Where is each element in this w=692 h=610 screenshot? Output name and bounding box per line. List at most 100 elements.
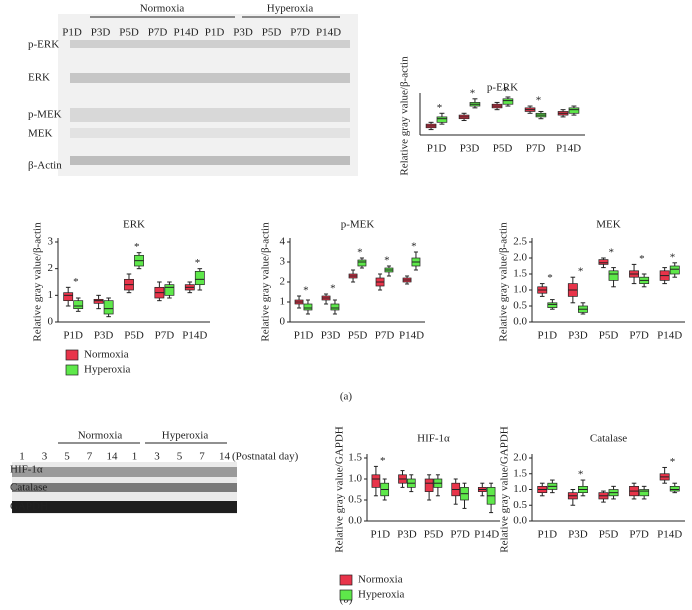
lane-label: 5 — [64, 451, 70, 463]
y-tick-label: 4 — [280, 236, 286, 248]
chart-title: ERK — [123, 219, 145, 231]
group-label: Normoxia — [140, 3, 185, 15]
box — [194, 270, 205, 286]
y-tick-label: 0 — [48, 316, 54, 328]
y-tick-label: 3 — [280, 256, 286, 268]
significance-mark: * — [670, 456, 676, 468]
legend-label: Normoxia — [84, 349, 129, 361]
significance-mark: * — [578, 266, 584, 278]
x-tick-label: P14D — [399, 330, 424, 342]
x-tick-label: P7D — [155, 330, 175, 342]
x-tick-label: P7D — [629, 330, 649, 342]
x-tick-label: P14D — [556, 143, 581, 155]
significance-mark: * — [578, 469, 584, 481]
chart-title: p-MEK — [341, 219, 375, 231]
box — [371, 474, 381, 488]
x-tick-label: P3D — [568, 330, 588, 342]
box — [568, 107, 580, 114]
legend-swatch — [339, 589, 353, 601]
row-label: HIF-1α — [10, 464, 43, 476]
y-tick-label: 1.5 — [513, 268, 527, 280]
legend-swatch — [65, 364, 79, 376]
y-tick-label: 1.0 — [513, 483, 527, 495]
box — [669, 265, 680, 275]
y-axis-label: Relative gray value/β-actin — [260, 222, 272, 342]
y-tick-label: 3 — [48, 236, 54, 248]
lane-label: P3D — [233, 27, 253, 39]
x-tick-label: P3D — [568, 529, 588, 541]
x-tick-label: P3D — [321, 330, 341, 342]
legend-label: Hyperoxia — [84, 364, 131, 376]
significance-mark: * — [134, 241, 140, 253]
y-tick-label: 2.5 — [513, 236, 527, 248]
group-label: Hyperoxia — [162, 430, 209, 442]
y-tick-label: 2.0 — [513, 452, 527, 464]
x-tick-label: P14D — [657, 330, 682, 342]
box — [598, 259, 609, 265]
row-label: p-MEK — [28, 109, 62, 121]
significance-mark: * — [437, 102, 443, 114]
x-tick-label: P14D — [657, 529, 682, 541]
x-tick-label: P5D — [599, 529, 619, 541]
y-tick-label: 1 — [280, 296, 286, 308]
row-label: MEK — [28, 128, 53, 140]
y-tick-label: 1.0 — [348, 473, 362, 485]
significance-mark: * — [357, 247, 363, 259]
significance-mark: * — [330, 283, 336, 295]
x-tick-label: P1D — [63, 330, 83, 342]
lane-label: P5D — [119, 27, 139, 39]
row-label: β-Actin — [28, 160, 62, 172]
lane-label: 7 — [87, 451, 93, 463]
y-tick-label: 1.0 — [513, 284, 527, 296]
x-tick-label: P5D — [424, 529, 444, 541]
x-tick-label: P1D — [427, 143, 447, 155]
y-tick-label: 2 — [280, 276, 286, 288]
significance-mark: * — [547, 272, 553, 284]
row-label: ERK — [28, 72, 50, 84]
y-axis-label: Relative gray value/GAPDH — [499, 426, 511, 553]
box — [639, 489, 650, 497]
box — [93, 298, 104, 304]
group-label: Normoxia — [78, 430, 123, 442]
y-tick-label: 1.5 — [348, 452, 362, 464]
x-tick-label: P7D — [526, 143, 546, 155]
lane-label: 3 — [42, 451, 48, 463]
x-tick-label: P1D — [538, 330, 558, 342]
x-tick-label: P1D — [538, 529, 558, 541]
lane-label: P14D — [173, 27, 198, 39]
lane-label: P1D — [62, 27, 82, 39]
box — [669, 486, 680, 492]
y-tick-label: 1.5 — [513, 467, 527, 479]
lane-label: 14 — [107, 451, 119, 463]
significance-mark: * — [670, 251, 676, 263]
x-tick-label: P3D — [94, 330, 114, 342]
significance-mark: * — [411, 241, 417, 253]
row-label: p-ERK — [28, 39, 59, 51]
x-tick-label: P14D — [474, 529, 499, 541]
y-axis-label: Relative gray value/β-actin — [32, 222, 44, 342]
chart-title: Catalase — [590, 433, 627, 445]
box — [103, 300, 114, 315]
y-axis-label: Relative gray value/β-actin — [498, 222, 510, 342]
x-tick-label: P1D — [294, 330, 314, 342]
x-tick-label: P3D — [397, 529, 417, 541]
box — [436, 116, 448, 123]
chart-title: MEK — [596, 219, 621, 231]
lane-label: 14 — [219, 451, 231, 463]
significance-mark: * — [470, 87, 476, 99]
legend-label: Normoxia — [358, 574, 403, 586]
blot-image-a — [58, 14, 358, 176]
lane-label: 1 — [19, 451, 25, 463]
panel-label: (a) — [340, 391, 353, 403]
y-tick-label: 0.0 — [348, 515, 362, 527]
y-tick-label: 0.0 — [513, 515, 527, 527]
lane-note: (Postnatal day) — [232, 451, 299, 463]
box — [164, 284, 175, 296]
x-tick-label: P7D — [629, 529, 649, 541]
box — [424, 478, 434, 492]
x-tick-label: P5D — [124, 330, 144, 342]
x-tick-label: P5D — [493, 143, 513, 155]
box — [608, 270, 619, 281]
lane-label: P3D — [91, 27, 111, 39]
box — [502, 98, 514, 105]
